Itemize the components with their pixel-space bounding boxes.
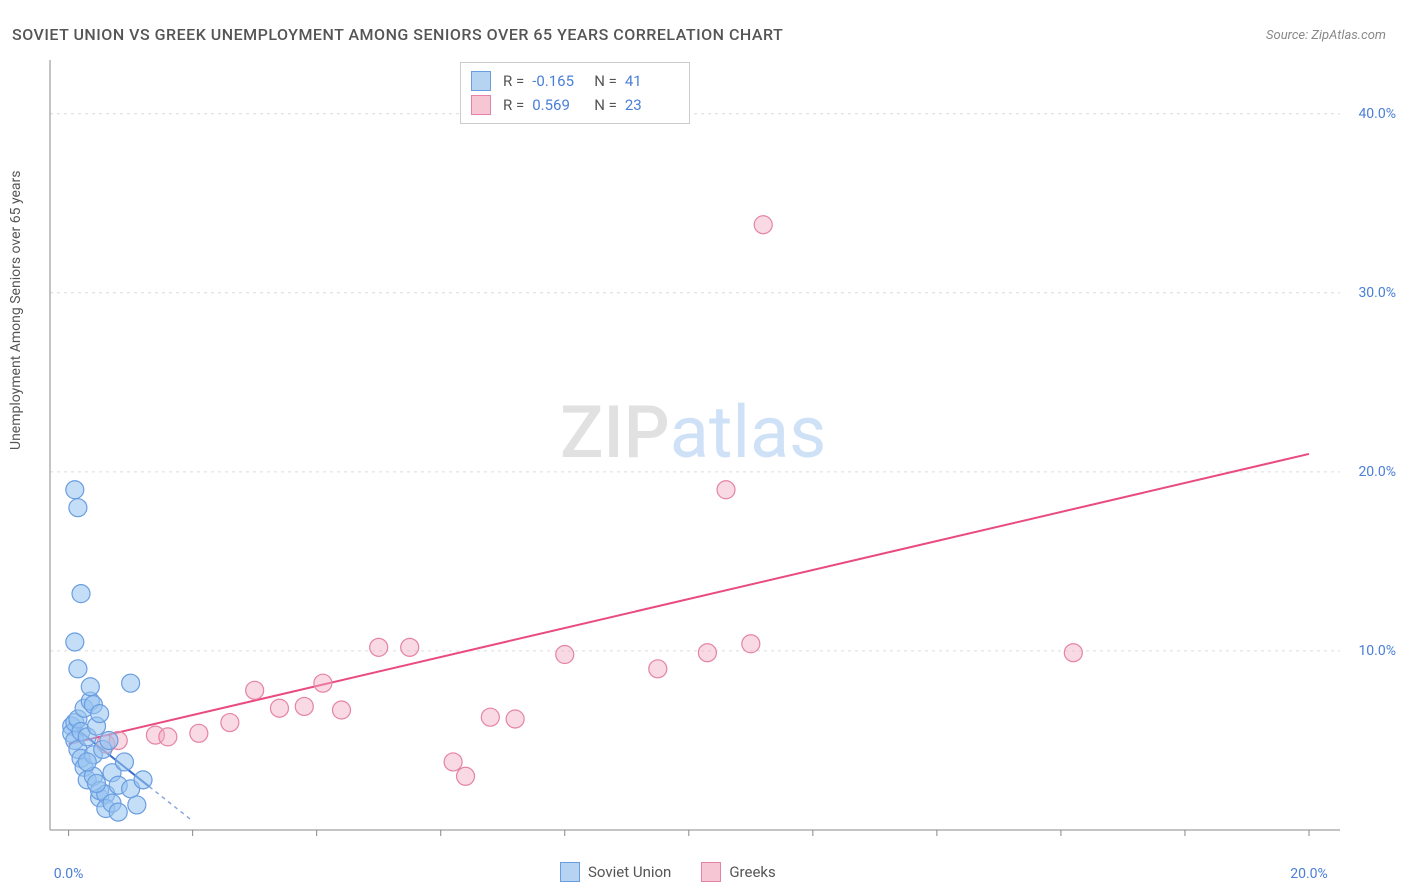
y-tick-label: 30.0% [1358,285,1396,301]
y-tick-label: 20.0% [1358,464,1396,480]
legend-row-greek: R = 0.569 N = 23 [471,93,675,117]
swatch-greek [471,95,491,115]
legend-row-soviet: R = -0.165 N = 41 [471,69,675,93]
swatch-greek-bottom [701,862,721,882]
legend-item-greek: Greeks [701,862,775,882]
n-value-soviet: 41 [625,69,675,93]
r-value-soviet: -0.165 [532,69,582,93]
y-tick-label: 10.0% [1358,643,1396,659]
swatch-soviet-bottom [560,862,580,882]
x-tick-label: 0.0% [54,866,84,882]
y-tick-label: 40.0% [1358,106,1396,122]
r-value-greek: 0.569 [532,93,582,117]
x-tick-label: 20.0% [1290,866,1328,882]
scatter-chart [0,0,1406,892]
n-value-greek: 23 [625,93,675,117]
correlation-legend: R = -0.165 N = 41 R = 0.569 N = 23 [460,62,690,124]
legend-label-soviet: Soviet Union [588,863,671,881]
legend-label-greek: Greeks [729,863,775,881]
legend-item-soviet: Soviet Union [560,862,671,882]
series-legend: Soviet Union Greeks [560,862,776,882]
swatch-soviet [471,71,491,91]
